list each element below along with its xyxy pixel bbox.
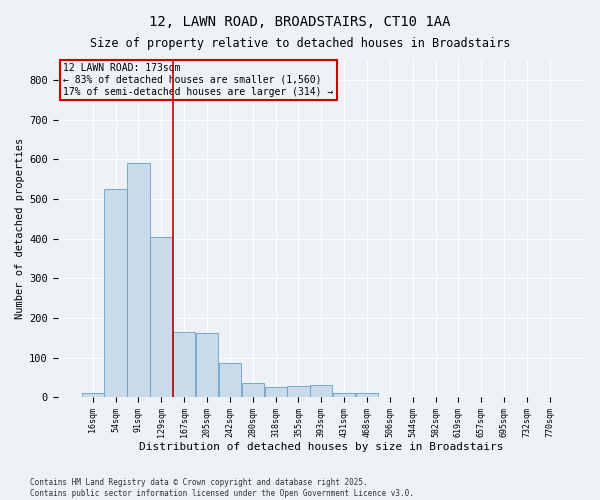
- Bar: [104, 189, 127, 397]
- Bar: [196, 332, 218, 397]
- Bar: [265, 388, 287, 397]
- Bar: [219, 364, 241, 397]
- Bar: [127, 163, 149, 397]
- Bar: [310, 386, 332, 397]
- X-axis label: Distribution of detached houses by size in Broadstairs: Distribution of detached houses by size …: [139, 442, 503, 452]
- Text: 12 LAWN ROAD: 173sqm
← 83% of detached houses are smaller (1,560)
17% of semi-de: 12 LAWN ROAD: 173sqm ← 83% of detached h…: [63, 64, 333, 96]
- Y-axis label: Number of detached properties: Number of detached properties: [15, 138, 25, 319]
- Bar: [173, 332, 195, 397]
- Text: Contains HM Land Registry data © Crown copyright and database right 2025.
Contai: Contains HM Land Registry data © Crown c…: [30, 478, 414, 498]
- Bar: [356, 394, 378, 397]
- Bar: [242, 382, 264, 397]
- Text: 12, LAWN ROAD, BROADSTAIRS, CT10 1AA: 12, LAWN ROAD, BROADSTAIRS, CT10 1AA: [149, 15, 451, 29]
- Text: Size of property relative to detached houses in Broadstairs: Size of property relative to detached ho…: [90, 38, 510, 51]
- Bar: [150, 236, 172, 397]
- Bar: [333, 394, 355, 397]
- Bar: [287, 386, 310, 397]
- Bar: [82, 394, 104, 397]
